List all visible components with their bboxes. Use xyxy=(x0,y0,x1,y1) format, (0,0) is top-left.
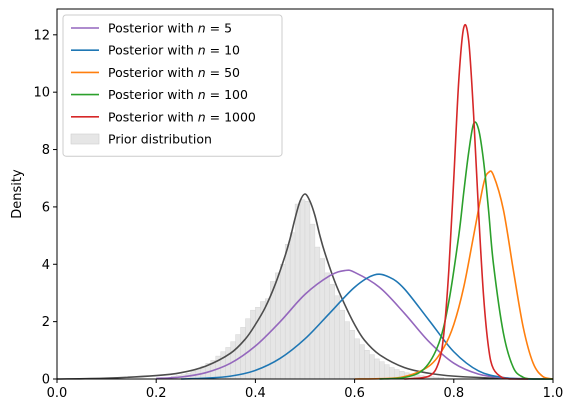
x-tick-label: 1.0 xyxy=(543,386,564,401)
y-tick-label: 4 xyxy=(42,258,50,273)
histogram-bar xyxy=(384,364,390,380)
x-tick-label: 0.0 xyxy=(47,386,68,401)
histogram-bar xyxy=(349,330,355,380)
series-line-posterior-with-n-5 xyxy=(156,269,554,380)
legend-label-posterior-with-n-1000: Posterior with n = 1000 xyxy=(108,109,256,124)
histogram-bar xyxy=(314,246,321,380)
histogram-bar xyxy=(329,284,335,380)
legend-label-prior-distribution: Prior distribution xyxy=(108,132,212,147)
y-tick-label: 10 xyxy=(33,86,50,101)
histogram-bar xyxy=(240,327,246,380)
x-axis: 0.0 0.2 0.4 0.6 0.8 1.0 xyxy=(47,379,564,401)
histogram-bar xyxy=(235,334,241,380)
x-tick-label: 0.2 xyxy=(146,386,167,401)
histogram-bar xyxy=(265,298,271,380)
histogram-bar xyxy=(334,295,340,380)
histogram-bar xyxy=(339,309,345,380)
y-tick-label: 12 xyxy=(33,28,50,43)
x-tick-label: 0.4 xyxy=(245,386,266,401)
y-tick-label: 6 xyxy=(42,200,50,215)
x-tick-label: 0.8 xyxy=(443,386,464,401)
legend-swatch-prior-distribution xyxy=(70,133,100,145)
y-tick-label: 2 xyxy=(42,315,50,330)
series-line-posterior-with-n-10 xyxy=(180,273,553,380)
histogram-bar xyxy=(369,354,375,380)
legend-label-posterior-with-n-5: Posterior with n = 5 xyxy=(108,21,232,36)
histogram-bar xyxy=(354,338,360,380)
legend: Posterior with n = 5 Posterior with n = 1… xyxy=(62,14,283,157)
histogram-bar xyxy=(344,321,350,380)
legend-label-posterior-with-n-100: Posterior with n = 100 xyxy=(108,87,248,102)
histogram-bar xyxy=(364,350,370,380)
axes-frame xyxy=(56,8,554,380)
histogram-bar xyxy=(309,223,316,380)
legend-label-posterior-with-n-10: Posterior with n = 10 xyxy=(108,43,240,58)
series-line-unlabeled-density xyxy=(56,193,554,380)
legend-box xyxy=(62,14,283,157)
histogram-bar xyxy=(294,203,301,380)
histogram-bar xyxy=(359,344,365,380)
histogram-bar xyxy=(299,199,306,380)
series-lines xyxy=(56,23,554,380)
histogram-bar xyxy=(389,367,395,380)
y-axis-label: Density xyxy=(10,169,25,219)
histogram-bar xyxy=(245,318,251,380)
plot-area xyxy=(56,8,554,380)
histogram-bar xyxy=(250,309,256,380)
y-tick-label: 0 xyxy=(42,373,50,388)
y-tick-label: 8 xyxy=(42,143,50,158)
histogram-bar xyxy=(374,358,380,380)
series-line-posterior-with-n-100 xyxy=(379,121,553,380)
histogram-bar xyxy=(324,272,330,380)
series-line-posterior-with-n-1000 xyxy=(404,23,529,380)
x-tick-label: 0.6 xyxy=(344,386,365,401)
histogram-bar xyxy=(379,361,385,380)
y-axis: 0 2 4 6 8 10 12 xyxy=(33,28,57,388)
legend-label-posterior-with-n-50: Posterior with n = 50 xyxy=(108,65,240,80)
